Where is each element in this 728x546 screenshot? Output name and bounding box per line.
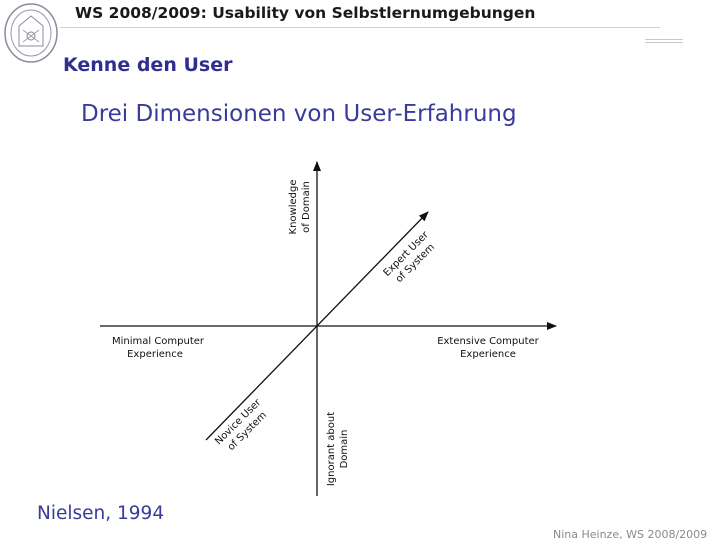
slide-footer: Nina Heinze, WS 2008/2009 xyxy=(553,528,708,541)
y-bottom-label-line2: Domain xyxy=(339,430,350,469)
x-right-label-line1: Extensive Computer xyxy=(437,336,539,347)
y-bottom-label-line1: Ignorant about xyxy=(326,412,337,486)
diag-top-label: Expert User of System xyxy=(382,229,437,285)
slide-header-title: WS 2008/2009: Usability von Selbstlernum… xyxy=(75,4,536,22)
diag-bottom-label: Novice User of System xyxy=(213,397,269,453)
source-citation: Nielsen, 1994 xyxy=(37,503,165,524)
x-left-label: Minimal Computer Experience xyxy=(112,336,205,360)
x-right-label: Extensive Computer Experience xyxy=(437,336,539,360)
y-top-label: Knowledge of Domain xyxy=(288,180,312,235)
header-decoration xyxy=(645,39,683,45)
x-right-label-line2: Experience xyxy=(460,349,516,360)
y-top-label-line1: Knowledge xyxy=(288,180,299,235)
x-left-label-line1: Minimal Computer xyxy=(112,336,205,347)
header-divider xyxy=(60,27,660,28)
x-left-label-line2: Experience xyxy=(127,349,183,360)
y-bottom-label: Ignorant about Domain xyxy=(326,412,350,486)
university-seal-logo xyxy=(4,3,58,63)
diagonal-axis xyxy=(205,211,429,441)
slide-subtitle: Drei Dimensionen von User-Erfahrung xyxy=(81,101,517,127)
y-top-label-line2: of Domain xyxy=(301,181,312,233)
section-title: Kenne den User xyxy=(63,54,233,76)
